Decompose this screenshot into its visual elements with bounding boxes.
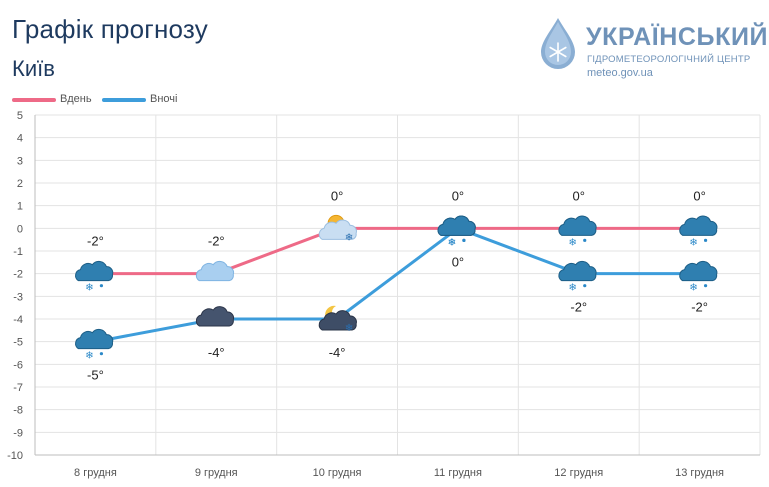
data-label-night: -2° xyxy=(691,300,708,315)
brand-site[interactable]: meteo.gov.ua xyxy=(587,67,653,79)
data-label-day: -2° xyxy=(208,234,225,249)
y-tick-label: -7 xyxy=(13,382,23,394)
cloud-shape xyxy=(318,310,357,331)
y-tick-label: -9 xyxy=(13,427,23,439)
y-tick-label: -5 xyxy=(13,337,23,349)
cloud-shape xyxy=(75,260,114,282)
y-tick-label: 2 xyxy=(17,178,23,190)
snowflake: ❄ xyxy=(569,237,577,248)
cloud-shape xyxy=(75,328,114,350)
data-label-night: -5° xyxy=(87,368,104,383)
chart-grid xyxy=(34,114,761,456)
x-tick-label: 8 грудня xyxy=(74,467,117,479)
legend-swatch-night xyxy=(102,98,146,102)
legend-label-day: Вдень xyxy=(60,93,92,105)
cloud-shape xyxy=(558,215,597,236)
raindrop xyxy=(99,352,104,356)
snowflake: ❄ xyxy=(448,237,456,248)
y-tick-label: 3 xyxy=(17,155,23,167)
snowflake: ❄ xyxy=(85,283,93,294)
sun-cloud-snow-icon: ❄ xyxy=(318,214,357,243)
cloud-snow-icon: ❄ xyxy=(558,260,597,294)
y-tick-label: -1 xyxy=(13,246,23,258)
raindrop xyxy=(703,284,708,288)
y-tick-label: -8 xyxy=(13,405,23,417)
brand-logo: УКРАЇНСЬКИЙ ГІДРОМЕТЕОРОЛОГІЧНИЙ ЦЕНТР m… xyxy=(538,16,768,79)
raindrop xyxy=(583,238,587,242)
y-tick-label: 5 xyxy=(17,110,23,122)
x-tick-label: 10 грудня xyxy=(313,467,362,479)
y-tick-label: 1 xyxy=(17,201,23,213)
snowflake: ❄ xyxy=(448,237,456,248)
snowflake: ❄ xyxy=(85,351,93,362)
cloud-shape xyxy=(679,215,718,236)
data-label-day: 0° xyxy=(693,188,705,203)
dark-cloud-icon xyxy=(195,306,235,327)
cloud-shape xyxy=(558,260,597,282)
raindrop xyxy=(583,284,587,288)
cloud-snow-icon: ❄ xyxy=(558,215,597,248)
x-tick-label: 11 грудня xyxy=(434,467,482,479)
cloud-shape xyxy=(318,219,357,240)
x-tick-label: 9 грудня xyxy=(195,467,238,479)
data-label-day: -2° xyxy=(87,234,104,249)
data-label-night: -2° xyxy=(570,300,587,315)
y-tick-label: 0 xyxy=(17,223,23,235)
cloud-shape xyxy=(195,260,235,282)
snowflake: ❄ xyxy=(689,283,697,294)
legend-swatch-day xyxy=(12,98,56,102)
cloud-snow-icon: ❄ xyxy=(679,260,718,294)
snowflake: ❄ xyxy=(345,232,353,243)
brand-subtitle: ГІДРОМЕТЕОРОЛОГІЧНИЙ ЦЕНТР xyxy=(587,54,751,65)
legend-label-night: Вночі xyxy=(150,93,178,105)
cloud-snow-icon: ❄ xyxy=(679,215,718,248)
y-tick-label: -3 xyxy=(13,291,23,303)
cloud-shape xyxy=(437,215,476,236)
cloud-shape xyxy=(679,260,718,282)
raindrop xyxy=(462,238,466,242)
x-tick-label: 13 грудня xyxy=(675,467,724,479)
chart-axes: 5 4 3 2 1 0 -1 -2 -3 -4 -5 -6 -7 -8 -9 -10 8 грудня 9 гру… xyxy=(7,110,760,479)
cloud-snow-icon: ❄ xyxy=(75,260,114,294)
water-drop-icon xyxy=(541,18,575,69)
data-label-night: -4° xyxy=(208,345,225,360)
y-tick-label: -4 xyxy=(13,314,23,326)
cloud-shape xyxy=(195,306,235,327)
snowflake: ❄ xyxy=(689,237,697,248)
cloud-icon xyxy=(195,260,235,282)
cloud-snow-icon: ❄ xyxy=(437,215,476,248)
y-tick-label: -6 xyxy=(13,359,23,371)
raindrop xyxy=(99,284,104,288)
y-tick-label: -2 xyxy=(13,269,23,281)
raindrop xyxy=(703,238,708,242)
chart-data-labels: -2° -2° 0° 0° 0° 0° -5° -4° -4° 0° -2° -2° xyxy=(87,188,708,382)
data-label-night: -4° xyxy=(329,345,346,360)
y-tick-label: -10 xyxy=(7,450,23,462)
x-tick-label: 12 грудня xyxy=(554,467,603,479)
data-label-night: 0° xyxy=(452,254,464,269)
y-tick-label: 4 xyxy=(17,133,23,145)
data-label-day: 0° xyxy=(452,188,464,203)
data-label-day: 0° xyxy=(331,188,343,203)
snowflake: ❄ xyxy=(345,323,353,334)
city-name: Київ xyxy=(12,56,55,81)
moon-cloud-snow-icon: ❄ xyxy=(318,305,357,334)
cloud-snow-icon: ❄ xyxy=(75,328,114,362)
data-label-day: 0° xyxy=(573,188,585,203)
series-line-day xyxy=(95,226,700,276)
brand-name: УКРАЇНСЬКИЙ xyxy=(586,23,769,51)
page-title: Графік прогнозу xyxy=(12,14,208,44)
snowflake: ❄ xyxy=(569,283,577,294)
chart-weather-icons: ❄❄ ❄ ❄ ❄❄❄❄❄ ❄ xyxy=(75,214,718,362)
